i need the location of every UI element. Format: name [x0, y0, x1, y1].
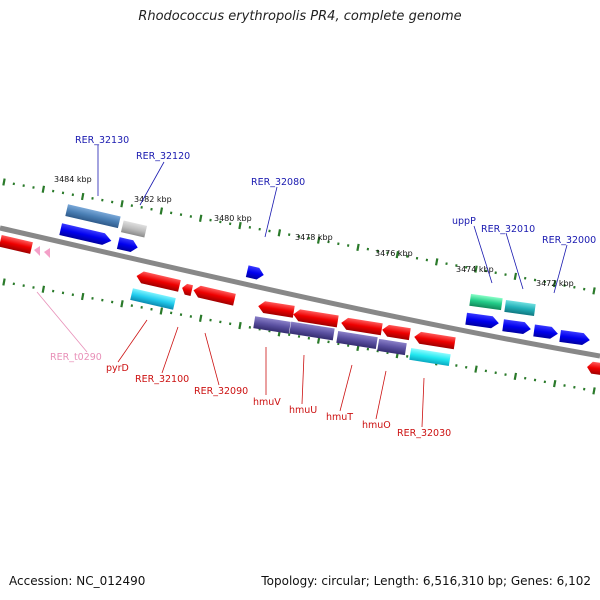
gene-rer-32080-arrow[interactable] — [245, 265, 265, 281]
gene-red-arrow-right-edge[interactable] — [586, 361, 600, 376]
gene-red-arrow-a[interactable] — [257, 300, 295, 318]
scale-label-3472: 3472 kbp — [536, 279, 574, 288]
label-rer-32000[interactable]: RER_32000 — [542, 235, 596, 246]
gene-red-arrow-e[interactable] — [413, 331, 456, 350]
scale-tick — [434, 258, 439, 266]
label-hmut[interactable]: hmuT — [326, 412, 353, 423]
scale-tick — [395, 250, 400, 259]
gene-red-arrow-c[interactable] — [340, 317, 383, 336]
scale-tick — [474, 265, 478, 273]
scale-tick — [198, 314, 203, 322]
scale-tick — [238, 321, 242, 330]
scale-tick — [513, 372, 518, 381]
label-rer-32120[interactable]: RER_32120 — [136, 151, 190, 162]
gene-rer-32100-box[interactable] — [130, 288, 176, 310]
gene-rer-32010-box[interactable] — [504, 299, 536, 317]
forward-genes — [59, 204, 590, 346]
gene-hmuv-box[interactable] — [253, 316, 291, 334]
label-hmuv[interactable]: hmuV — [253, 397, 281, 408]
scale-label-3482: 3482 kbp — [134, 195, 172, 204]
gene-rer-32120-box[interactable] — [120, 220, 148, 238]
scale-label-3478: 3478 kbp — [295, 233, 333, 242]
scale-label-3474: 3474 kbp — [456, 265, 494, 274]
scale-tick — [474, 365, 478, 373]
gene-hmut-box[interactable] — [336, 330, 378, 350]
scale-tick — [120, 300, 124, 308]
gene-blue-arrow-5[interactable] — [533, 324, 558, 340]
scale-tick — [356, 243, 360, 251]
gene-hmuo-box[interactable] — [377, 338, 407, 356]
scale-tick — [159, 307, 164, 315]
gene-rer-t0290-glyph[interactable] — [34, 246, 40, 256]
scale-tick — [41, 285, 46, 293]
scale-tick — [80, 192, 85, 201]
gene-pyrd-arrow[interactable] — [135, 270, 181, 292]
scale-labels: 3484 kbp 3482 kbp 3480 kbp 3478 kbp 3476… — [54, 175, 574, 288]
scale-tick — [238, 221, 242, 230]
genome-backbone — [0, 225, 600, 359]
scale-tick — [592, 387, 596, 395]
gene-red-arrow-b[interactable] — [292, 308, 339, 328]
label-rer-32080[interactable]: RER_32080 — [251, 177, 305, 188]
gene-blue-arrow-3[interactable] — [465, 312, 499, 329]
gene-hmuu-box[interactable] — [289, 321, 335, 341]
gene-uppp-box[interactable] — [469, 293, 503, 311]
label-hmuo[interactable]: hmuO — [362, 420, 391, 431]
scale-tick — [552, 379, 557, 388]
gene-red-arrow-d[interactable] — [381, 324, 411, 341]
label-rer-32010[interactable]: RER_32010 — [481, 224, 535, 235]
reverse-genes — [0, 235, 600, 376]
label-rer-32030[interactable]: RER_32030 — [397, 428, 451, 439]
scale-tick — [2, 278, 6, 286]
gene-rer-32130-box[interactable] — [65, 204, 121, 229]
upper-scale-track — [2, 178, 596, 295]
scale-tick — [277, 229, 282, 237]
gene-small-red-arrow[interactable] — [181, 283, 193, 296]
gene-red-arrow-left-edge[interactable] — [0, 235, 33, 254]
gene-blue-arrow-1[interactable] — [59, 223, 112, 246]
scale-tick — [316, 236, 321, 244]
scale-tick — [513, 272, 518, 281]
label-rer-32130[interactable]: RER_32130 — [75, 135, 129, 146]
footer-accession: Accession: NC_012490 — [9, 574, 146, 588]
scale-tick — [41, 185, 46, 193]
map-title: Rhodococcus erythropolis PR4, complete g… — [138, 9, 462, 24]
label-rer-t0290[interactable]: RER_t0290 — [50, 352, 102, 363]
gene-rer-32090-arrow[interactable] — [192, 284, 236, 306]
scale-tick — [198, 214, 203, 222]
scale-tick — [2, 178, 6, 186]
scale-label-3484: 3484 kbp — [54, 175, 92, 184]
label-hmuu[interactable]: hmuU — [289, 405, 317, 416]
gene-blue-arrow-6[interactable] — [559, 329, 590, 346]
label-uppp[interactable]: uppP — [452, 216, 476, 227]
label-rer-32100[interactable]: RER_32100 — [135, 374, 189, 385]
gene-labels: RER_32130 RER_32120 RER_32080 uppP RER_3… — [50, 135, 596, 439]
scale-tick — [552, 279, 557, 288]
gene-rer-32030-box[interactable] — [409, 347, 451, 367]
scale-tick — [120, 200, 124, 208]
scale-label-3480: 3480 kbp — [214, 214, 252, 223]
scale-tick — [592, 287, 596, 295]
lower-scale-track — [2, 278, 596, 395]
footer-topology: Topology: circular; Length: 6,516,310 bp… — [261, 574, 591, 588]
leader-lines — [36, 145, 568, 428]
gene-blue-arrow-2[interactable] — [116, 237, 139, 253]
label-rer-32090[interactable]: RER_32090 — [194, 386, 248, 397]
label-pyrd[interactable]: pyrD — [106, 363, 129, 374]
scale-tick — [80, 292, 85, 301]
gene-blue-arrow-4[interactable] — [502, 319, 531, 335]
scale-tick — [159, 207, 164, 215]
scale-label-3476: 3476 kbp — [375, 249, 413, 258]
